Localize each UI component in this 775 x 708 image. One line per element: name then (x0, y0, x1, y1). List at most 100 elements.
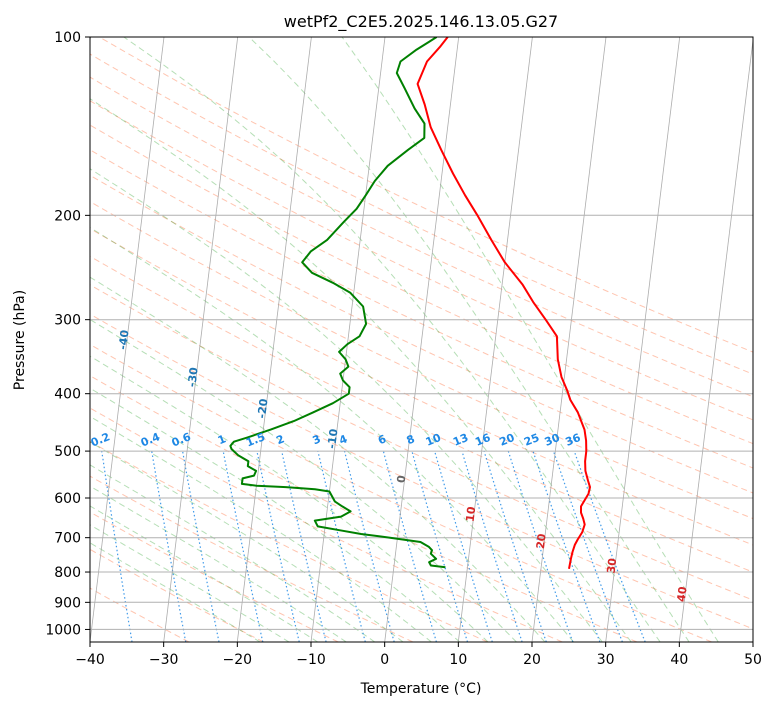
mixing-ratio-line (461, 450, 523, 642)
mixing-ratio-line (182, 450, 220, 642)
dry-adiabat-line (90, 228, 753, 546)
mixing-ratio-line (573, 450, 646, 642)
pressure-gridlines (90, 37, 753, 630)
mixing-ratio-label: 6 (376, 432, 388, 447)
moist-adiabat-line (90, 505, 319, 642)
mixing-ratio-label: 2 (274, 432, 286, 447)
dry-adiabat-line (90, 201, 753, 520)
moist-adiabat-line (90, 276, 546, 642)
moist-adiabat-line (90, 98, 632, 642)
mixing-ratio-label: 36 (563, 431, 582, 449)
isotherm-line (605, 37, 681, 642)
dry-adiabat-line (90, 313, 753, 630)
isotherm-line (678, 37, 753, 642)
y-tick-label: 900 (54, 595, 81, 611)
dry-adiabat-line (90, 149, 753, 469)
y-tick-label: 400 (54, 387, 81, 403)
isotherm-line (531, 37, 607, 642)
moist-adiabat-line (341, 37, 719, 642)
mixing-ratio-line (343, 450, 395, 642)
isotherm-label: -20 (255, 398, 270, 420)
mixing-ratio-line (382, 450, 437, 642)
x-tick-label: −40 (75, 652, 105, 668)
chart-title: wetPf2_C2E5.2025.146.13.05.G27 (284, 12, 558, 32)
mixing-ratio-line (434, 450, 493, 642)
isotherm-line (236, 37, 312, 642)
sounding-series (229, 37, 591, 569)
isotherm-line (457, 37, 533, 642)
isotherm-label: 0 (395, 474, 409, 484)
moist-adiabat-line (90, 542, 261, 642)
dewpoint-line (229, 37, 446, 569)
dry-adiabat-line (90, 174, 753, 494)
moist-adiabat-line (90, 387, 461, 642)
mixing-ratio-label: 0.2 (89, 430, 112, 449)
x-tick-label: 30 (597, 652, 615, 668)
isotherm-line (163, 37, 239, 642)
y-tick-label: 300 (54, 313, 81, 329)
mixing-ratio-line (483, 450, 547, 642)
isotherm-label: -40 (116, 329, 131, 351)
mixing-ratio-line (256, 450, 300, 642)
mixing-ratio-line (317, 450, 366, 642)
mixing-ratio-label: 1.5 (244, 430, 267, 449)
mixing-ratio-label: 20 (497, 431, 516, 449)
isotherm-label: -10 (325, 428, 340, 450)
isotherm-label: -50 (48, 283, 63, 305)
moist-adiabat-line (90, 168, 603, 642)
moist-adiabat-line (90, 524, 290, 642)
line-labels: 0.10.20.40.611.52346810131620253036-100-… (48, 283, 690, 603)
y-tick-label: 700 (54, 531, 81, 547)
x-tick-label: −10 (296, 652, 326, 668)
x-tick-label: 20 (523, 652, 541, 668)
dry-adiabat-line (90, 255, 753, 573)
moist-adiabat-line (90, 485, 347, 642)
temperature-line (416, 37, 591, 569)
dry-adiabat-line (90, 548, 264, 642)
x-tick-label: −20 (223, 652, 253, 668)
y-tick-label: 600 (54, 491, 81, 507)
mixing-ratio-line (411, 450, 469, 642)
dry-adiabat-line (90, 100, 753, 421)
moist-adiabat-line (90, 318, 517, 642)
dry-adiabat-line (90, 76, 753, 398)
y-axis-title: Pressure (hPa) (12, 290, 28, 390)
y-tick-label: 500 (54, 444, 81, 460)
isotherm-line (752, 638, 753, 642)
mixing-ratio-label: 16 (473, 431, 492, 449)
mixing-ratio-label: 8 (405, 432, 417, 447)
isotherms (90, 37, 753, 642)
mixing-ratio-line (101, 451, 133, 642)
y-tick-label: 1000 (45, 622, 81, 638)
mixing-ratio-label: 3 (311, 432, 323, 447)
x-tick-label: 50 (744, 652, 762, 668)
isotherm-line (90, 37, 165, 642)
y-tick-label: 100 (54, 30, 81, 46)
mixing-ratio-label: 1 (216, 432, 228, 447)
x-tick-label: 10 (449, 652, 467, 668)
x-tick-label: 0 (380, 652, 389, 668)
mixing-ratio-line (151, 450, 187, 642)
plot-frame (89, 36, 754, 643)
y-tick-label: 800 (54, 565, 81, 581)
dry-adiabat-line (90, 284, 753, 601)
dry-adiabat-line (90, 124, 753, 445)
mixing-ratio-label: 0.4 (139, 430, 162, 449)
mixing-ratio-label: 13 (451, 431, 470, 449)
mixing-ratio-line (222, 450, 264, 642)
moist-adiabat-line (90, 226, 574, 642)
x-axis-title: Temperature (°C) (360, 681, 482, 697)
moist-adiabat-line (90, 441, 404, 642)
dry-adiabat-line (90, 475, 414, 642)
dry-adiabat-line (90, 440, 488, 642)
dry-adiabats (90, 37, 753, 642)
mixing-ratio-lines (101, 450, 646, 642)
plot-area: 0.10.20.40.611.52346810131620253036-100-… (48, 37, 753, 642)
moist-adiabat-line (123, 37, 661, 642)
y-tick-label: 200 (54, 208, 81, 224)
dry-adiabat-label: 40 (675, 585, 690, 602)
dry-adiabat-label: 10 (464, 505, 479, 522)
moist-adiabat-line (90, 464, 376, 642)
mixing-ratio-label: 25 (522, 431, 541, 449)
